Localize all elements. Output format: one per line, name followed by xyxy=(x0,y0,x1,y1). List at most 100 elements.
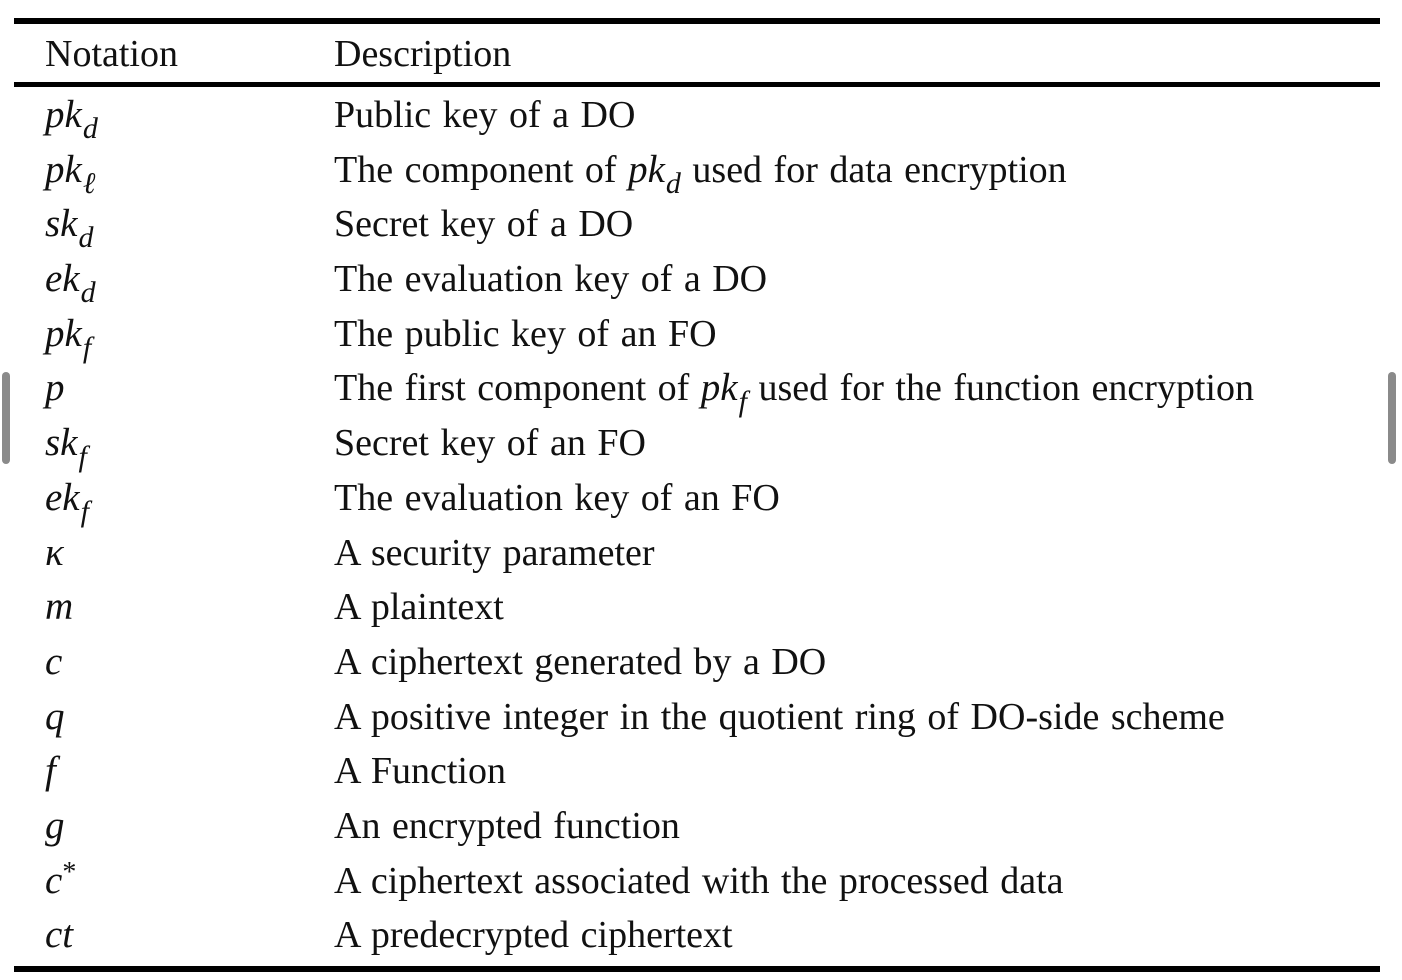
description-cell: The component of pkd used for data encry… xyxy=(334,144,1067,200)
notation-symbol: c xyxy=(45,639,63,683)
description-cell: A security parameter xyxy=(334,527,655,579)
notation-cell: c* xyxy=(45,855,76,911)
inline-math: pkf xyxy=(700,366,747,418)
description-text: A plaintext xyxy=(334,586,504,629)
notation-cell: pkℓ xyxy=(45,144,95,200)
notation-cell: ekf xyxy=(45,472,89,528)
notation-symbol: sk xyxy=(45,421,78,465)
notation-symbol: f xyxy=(45,749,56,793)
description-text: Secret key of a DO xyxy=(334,203,634,246)
table-header-rule xyxy=(14,82,1380,87)
description-cell: Secret key of a DO xyxy=(334,198,633,250)
description-cell: A Function xyxy=(334,745,506,797)
table-row: m A plaintext xyxy=(0,581,1402,636)
table-header-row: Notation Description xyxy=(0,28,1402,80)
table-row: ekf The evaluation key of an FO xyxy=(0,472,1402,528)
notation-cell: ekd xyxy=(45,253,96,310)
description-cell: An encrypted function xyxy=(334,800,680,852)
notation-superscript: * xyxy=(62,856,77,888)
notation-symbol: ek xyxy=(45,257,80,301)
notation-cell: pkf xyxy=(45,308,92,364)
table-row: ct A predecrypted ciphertext xyxy=(0,909,1402,964)
inline-math: pkd xyxy=(628,147,681,200)
description-text: A Function xyxy=(334,750,506,793)
description-cell: A predecrypted ciphertext xyxy=(334,909,733,961)
description-text-after: used for the function encryption xyxy=(746,367,1254,410)
description-cell: A positive integer in the quotient ring … xyxy=(334,691,1225,743)
table-row: f A Function xyxy=(0,745,1402,800)
table-row: pkd Public key of a DO xyxy=(0,89,1402,145)
left-resize-handle[interactable] xyxy=(2,372,10,464)
description-text: The public key of an FO xyxy=(334,312,717,355)
description-column-header: Description xyxy=(334,33,512,75)
notation-cell: c xyxy=(45,636,62,688)
notation-cell: g xyxy=(45,800,65,852)
description-text: Secret key of an FO xyxy=(334,422,646,465)
table-row: ekd The evaluation key of a DO xyxy=(0,253,1402,310)
description-text-before: The first component of xyxy=(334,367,701,410)
notation-cell: skd xyxy=(45,198,94,255)
description-text-before: The component of xyxy=(334,148,629,191)
inline-math-symbol: pk xyxy=(700,366,738,410)
inline-math-subscript: f xyxy=(738,385,747,419)
description-text: An encrypted function xyxy=(334,804,680,847)
notation-symbol: m xyxy=(45,585,74,629)
table-row: κ A security parameter xyxy=(0,527,1402,582)
notation-symbol: ek xyxy=(45,475,80,519)
notation-symbol: g xyxy=(45,803,65,847)
notation-subscript: d xyxy=(78,221,94,255)
notation-subscript: d xyxy=(80,276,96,310)
notation-cell: skf xyxy=(45,417,87,474)
description-cell: The evaluation key of a DO xyxy=(334,253,767,305)
table-body: pkd Public key of a DO pkℓ The component of… xyxy=(0,89,1402,964)
description-text: A positive integer in the quotient ring … xyxy=(334,695,1225,738)
description-cell: A ciphertext associated with the process… xyxy=(334,855,1064,907)
notation-column-header: Notation xyxy=(45,33,178,75)
notation-symbol: pk xyxy=(45,147,82,191)
notation-cell: ct xyxy=(45,909,73,961)
notation-symbol: pk xyxy=(45,311,82,355)
table-row: g An encrypted function xyxy=(0,800,1402,855)
notation-symbol: sk xyxy=(45,202,78,246)
table-row: skf Secret key of an FO xyxy=(0,417,1402,474)
description-cell: A ciphertext generated by a DO xyxy=(334,636,826,688)
table-top-rule xyxy=(14,18,1380,24)
notation-cell: p xyxy=(45,362,65,414)
description-cell: The evaluation key of an FO xyxy=(334,472,780,524)
notation-cell: m xyxy=(45,581,73,633)
notation-cell: q xyxy=(45,691,65,743)
notation-subscript: d xyxy=(82,112,98,145)
table-row: c A ciphertext generated by a DO xyxy=(0,636,1402,691)
table-row: q A positive integer in the quotient ring… xyxy=(0,691,1402,746)
table-row: p The first component of pkf used for the… xyxy=(0,362,1402,418)
description-text-after: used for data encryption xyxy=(680,148,1067,191)
notation-symbol: κ xyxy=(45,530,64,574)
table-row: skd Secret key of a DO xyxy=(0,198,1402,255)
description-cell: Public key of a DO xyxy=(334,89,635,141)
description-text: A predecrypted ciphertext xyxy=(334,914,733,957)
notation-subscript: f xyxy=(82,330,92,364)
inline-math-symbol: pk xyxy=(628,147,665,191)
notation-cell: κ xyxy=(45,527,64,579)
notation-symbol: pk xyxy=(45,93,82,136)
right-resize-handle[interactable] xyxy=(1388,372,1396,464)
notation-subscript: f xyxy=(80,494,89,528)
description-cell: The first component of pkf used for the … xyxy=(334,362,1254,418)
table-bottom-rule xyxy=(14,966,1380,972)
description-text: A ciphertext generated by a DO xyxy=(334,640,827,683)
description-text: A security parameter xyxy=(334,531,655,574)
description-text: The evaluation key of a DO xyxy=(334,258,768,301)
inline-math-subscript: d xyxy=(665,166,681,200)
notation-symbol: c xyxy=(45,858,63,902)
notation-symbol: p xyxy=(45,366,65,410)
notation-cell: f xyxy=(45,745,56,797)
description-cell: Secret key of an FO xyxy=(334,417,646,469)
notation-subscript: f xyxy=(78,440,87,474)
notation-symbol: ct xyxy=(45,913,74,957)
description-cell: A plaintext xyxy=(334,581,504,633)
table-row: pkf The public key of an FO xyxy=(0,308,1402,364)
table-row: c* A ciphertext associated with the proce… xyxy=(0,855,1402,910)
description-text: Public key of a DO xyxy=(334,94,636,136)
table-row: pkℓ The component of pkd used for data en… xyxy=(0,144,1402,200)
